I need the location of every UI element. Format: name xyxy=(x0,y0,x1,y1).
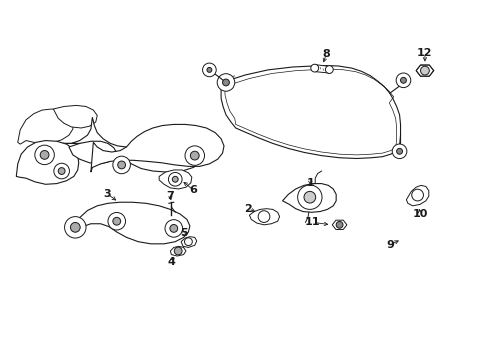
Circle shape xyxy=(297,185,322,210)
Text: 6: 6 xyxy=(189,185,197,195)
Text: 2: 2 xyxy=(244,204,252,214)
Circle shape xyxy=(113,217,121,225)
Polygon shape xyxy=(406,185,428,206)
Circle shape xyxy=(108,212,125,230)
Polygon shape xyxy=(75,202,189,244)
Polygon shape xyxy=(18,109,73,144)
Polygon shape xyxy=(24,117,207,172)
Circle shape xyxy=(202,63,216,77)
Circle shape xyxy=(420,66,428,75)
Circle shape xyxy=(184,238,192,246)
Circle shape xyxy=(169,225,177,232)
Polygon shape xyxy=(16,140,79,184)
Text: 12: 12 xyxy=(416,48,432,58)
Polygon shape xyxy=(181,237,196,247)
Circle shape xyxy=(168,172,182,186)
Circle shape xyxy=(172,176,178,182)
Circle shape xyxy=(184,146,204,165)
Text: 9: 9 xyxy=(386,239,394,249)
Text: 3: 3 xyxy=(103,189,111,199)
Circle shape xyxy=(113,156,130,174)
Polygon shape xyxy=(314,64,330,73)
Circle shape xyxy=(411,189,423,201)
Text: 8: 8 xyxy=(322,49,329,59)
Circle shape xyxy=(58,168,65,175)
Circle shape xyxy=(217,74,234,91)
Polygon shape xyxy=(91,125,224,172)
Circle shape xyxy=(206,67,211,72)
Circle shape xyxy=(258,211,269,222)
Polygon shape xyxy=(221,66,400,158)
Circle shape xyxy=(335,221,342,228)
Polygon shape xyxy=(331,220,346,229)
Circle shape xyxy=(222,79,229,86)
Text: 4: 4 xyxy=(167,257,175,267)
Text: 11: 11 xyxy=(305,217,320,227)
Polygon shape xyxy=(159,170,191,189)
Text: 1: 1 xyxy=(306,178,314,188)
Circle shape xyxy=(304,192,315,203)
Polygon shape xyxy=(249,209,279,225)
Circle shape xyxy=(174,247,182,255)
Circle shape xyxy=(70,222,80,232)
Circle shape xyxy=(40,150,49,159)
Circle shape xyxy=(310,64,318,72)
Circle shape xyxy=(396,148,402,154)
Polygon shape xyxy=(69,141,117,164)
Text: 10: 10 xyxy=(411,209,427,219)
Polygon shape xyxy=(282,184,335,212)
Circle shape xyxy=(54,163,69,179)
Text: 7: 7 xyxy=(166,191,174,201)
Circle shape xyxy=(395,73,410,87)
Circle shape xyxy=(325,66,332,73)
Polygon shape xyxy=(53,105,97,128)
Text: 5: 5 xyxy=(180,228,187,238)
Circle shape xyxy=(391,144,406,159)
Circle shape xyxy=(190,151,199,160)
Circle shape xyxy=(118,161,125,169)
Polygon shape xyxy=(170,246,185,256)
Polygon shape xyxy=(415,65,433,76)
Circle shape xyxy=(164,220,182,237)
Circle shape xyxy=(64,217,86,238)
Circle shape xyxy=(400,77,406,83)
Circle shape xyxy=(35,145,54,165)
